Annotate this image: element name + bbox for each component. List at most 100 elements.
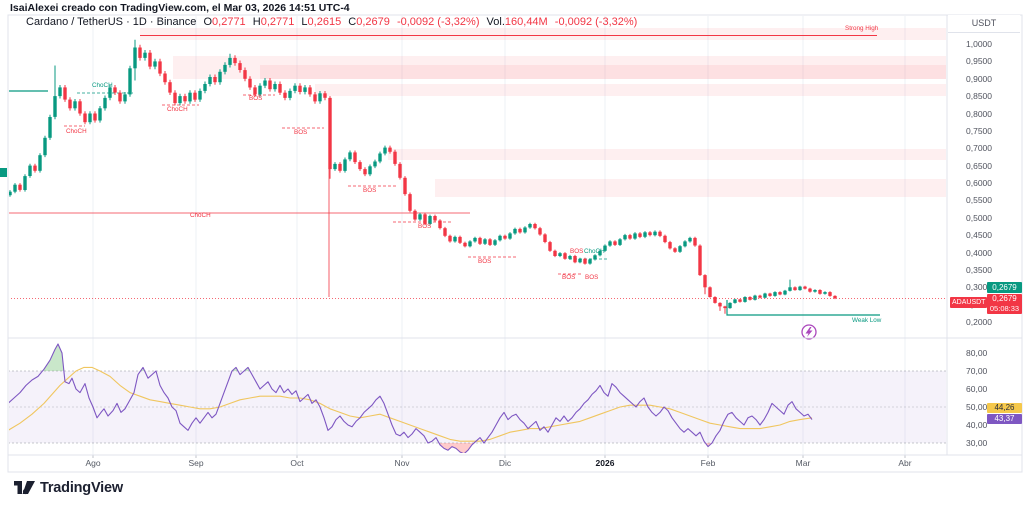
- candle-body: [553, 250, 557, 256]
- candle-body: [383, 147, 387, 154]
- candle-body: [148, 52, 152, 67]
- candle-body: [68, 99, 72, 109]
- candle-body: [568, 256, 572, 259]
- supply-zones: [140, 28, 946, 197]
- candle-body: [528, 224, 532, 228]
- candle-body: [453, 236, 457, 242]
- candle-body: [298, 85, 302, 92]
- lightning-drawing-icon[interactable]: [801, 324, 817, 340]
- candle-body: [413, 210, 417, 220]
- candle-body: [353, 152, 357, 163]
- candle-body: [613, 241, 617, 245]
- candle-body: [328, 97, 332, 170]
- candle-body: [123, 94, 127, 102]
- candle-body: [503, 235, 507, 239]
- candle-body: [558, 253, 562, 256]
- candle-body: [183, 96, 187, 102]
- price-tick-label: 0,3000: [966, 282, 992, 293]
- candle-body: [678, 246, 682, 252]
- candle-body: [348, 152, 352, 160]
- high-value: 0,2771: [260, 16, 295, 28]
- smc-label: BOS: [418, 223, 431, 230]
- pane-frame: [7, 14, 1023, 473]
- candle-body: [33, 165, 37, 171]
- price-pane[interactable]: [8, 28, 946, 316]
- candle-body: [273, 84, 277, 90]
- symbol-title[interactable]: Cardano / TetherUS: [26, 16, 124, 28]
- candle-body: [458, 236, 462, 243]
- candle-body: [98, 108, 102, 121]
- candle-body: [18, 184, 22, 190]
- price-axis-unit[interactable]: USDT: [948, 15, 1020, 33]
- candle-body: [633, 233, 637, 239]
- candle-body: [583, 258, 587, 264]
- candle-body: [728, 302, 732, 309]
- rsi-tick-label: 60,00: [966, 384, 988, 394]
- candle-body: [303, 87, 307, 92]
- rsi-band: [9, 371, 946, 443]
- last-price-badge: 0,2679 05:08:33: [987, 294, 1022, 314]
- candle-body: [408, 194, 412, 211]
- candle-body: [83, 113, 87, 123]
- candle-body: [78, 101, 82, 114]
- candle-body: [373, 161, 377, 167]
- volume-change: -0,0092 (-3,32%): [554, 16, 638, 28]
- candle-body: [128, 68, 132, 95]
- candle-body: [683, 241, 687, 247]
- candle-body: [208, 77, 212, 84]
- candle-body: [188, 92, 192, 102]
- tradingview-logo[interactable]: TradingView: [14, 480, 123, 496]
- supply-zone: [315, 84, 946, 96]
- time-tick-label: Sep: [188, 458, 204, 468]
- candle-body: [478, 237, 482, 244]
- candle-body: [253, 87, 257, 95]
- candle-body: [158, 61, 162, 74]
- candle-body: [578, 258, 582, 263]
- candle-body: [428, 216, 432, 224]
- time-tick-label: Dic: [498, 458, 512, 468]
- candle-body: [133, 47, 137, 69]
- candle-body: [178, 96, 182, 104]
- candle-body: [58, 87, 62, 97]
- candle-body: [708, 287, 712, 297]
- time-tick-label: Ago: [85, 458, 101, 468]
- candle-body: [828, 292, 832, 296]
- candle-body: [323, 93, 327, 98]
- candle-body: [438, 220, 442, 229]
- smc-label: BOS: [249, 95, 262, 102]
- attribution-text: IsaiAlexei creado con TradingView.com, e…: [10, 2, 350, 14]
- smc-label: BOS: [570, 248, 583, 255]
- smc-label: ChoCH: [92, 82, 113, 89]
- chart-legend[interactable]: Cardano / TetherUS · 1D · Binance O0,277…: [26, 16, 637, 28]
- candle-body: [168, 82, 172, 93]
- candle-body: [468, 241, 472, 247]
- rsi-tick-label: 80,00: [966, 348, 988, 358]
- candle-body: [343, 159, 347, 171]
- candle-body: [108, 87, 112, 98]
- price-tick-label: 0,3500: [966, 264, 992, 275]
- price-tick-label: 0,2000: [966, 317, 992, 327]
- candle-body: [278, 84, 282, 93]
- high-key: H: [252, 16, 261, 28]
- candle-body: [563, 253, 567, 259]
- price-tick-label: 0,8000: [966, 108, 992, 119]
- candle-body: [743, 297, 747, 302]
- candle-body: [573, 256, 577, 263]
- symbol-tag: ADAUSDT: [950, 297, 988, 308]
- candle-body: [628, 235, 632, 239]
- smc-label: ChoCH: [66, 128, 87, 135]
- candle-body: [798, 286, 802, 291]
- candle-body: [593, 255, 597, 260]
- candle-body: [73, 101, 77, 109]
- candle-body: [803, 286, 807, 289]
- smc-label: BOS: [562, 274, 575, 281]
- candle-body: [38, 155, 42, 171]
- candle-body: [538, 228, 542, 235]
- open-value: 0,2771: [212, 16, 246, 28]
- rsi-oversold-fill: [439, 443, 474, 453]
- rsi-pane[interactable]: [8, 343, 946, 454]
- candle-body: [813, 290, 817, 292]
- candle-body: [618, 239, 622, 245]
